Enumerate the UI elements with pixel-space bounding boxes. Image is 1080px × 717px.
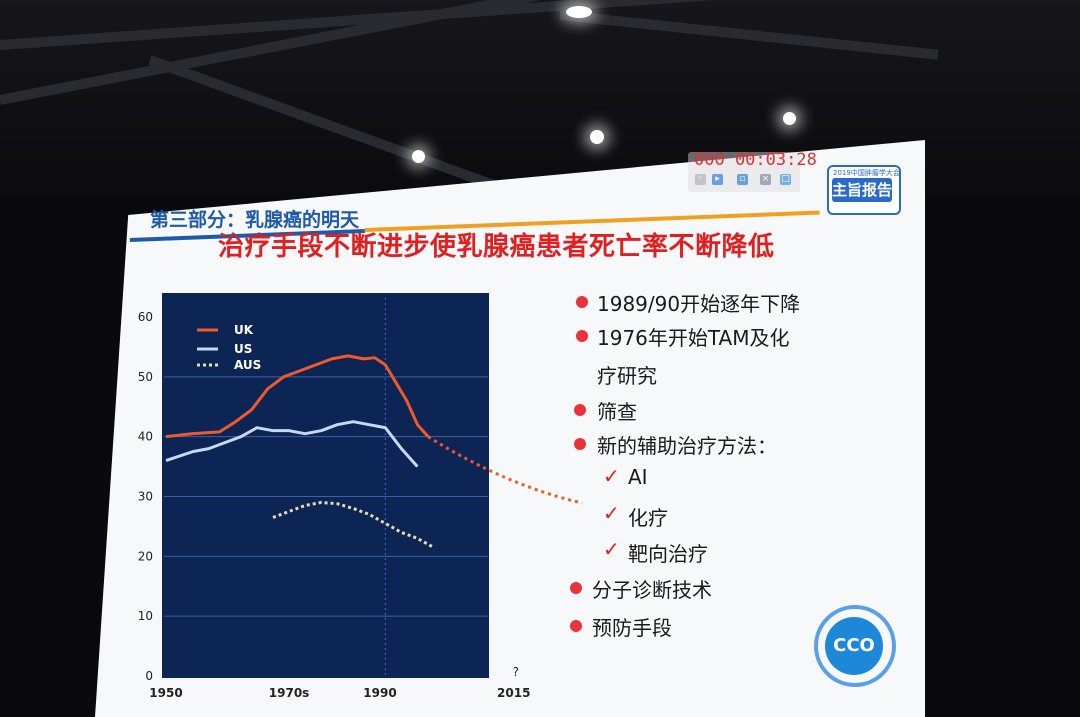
y-tick-label: 20: [138, 549, 153, 563]
bullet-dot: [570, 582, 582, 594]
bullet-text: 分子诊断技术: [592, 578, 712, 602]
bullet-text: 疗研究: [597, 364, 657, 388]
slide-headline: 治疗手段不断进步使乳腺癌患者死亡率不断降低: [218, 232, 775, 262]
cco-logo-ring: [814, 605, 896, 687]
legend-label-uk: UK: [234, 323, 254, 337]
bullet-dot: [570, 620, 582, 632]
bullet-text: AI: [628, 465, 648, 489]
settings-icon[interactable]: □: [780, 174, 791, 185]
bullet-dot: [576, 330, 588, 342]
x-tick-label: 1970s: [269, 686, 310, 700]
stage-light: [412, 150, 425, 163]
chart-background-panel: [162, 293, 489, 678]
section-title: 第三部分：乳腺癌的明天: [150, 209, 360, 231]
checkmark-icon: ✓: [603, 464, 620, 488]
bullet-text: 靶向治疗: [628, 542, 708, 566]
bullet-text: 1976年开始TAM及化: [597, 326, 790, 350]
checkmark-icon: ✓: [603, 537, 620, 561]
x-tick-label: 1990: [363, 686, 396, 700]
bullet-text: 预防手段: [592, 616, 672, 640]
cco-logo: CCO: [825, 617, 883, 675]
bullet-text: 新的辅助治疗方法：: [597, 434, 777, 458]
legend-label-aus: AUS: [234, 358, 261, 372]
series-line-uk: [165, 354, 430, 439]
y-tick-label: 30: [138, 490, 153, 504]
stage-light: [783, 112, 796, 125]
bullet-dot: [576, 296, 588, 308]
legend-label-us: US: [234, 342, 252, 356]
y-tick-label: 0: [145, 669, 153, 683]
y-tick-label: 40: [138, 430, 153, 444]
pause-icon[interactable]: ◦: [695, 174, 706, 185]
y-tick-label: 50: [138, 370, 153, 384]
x-tick-label: 2015: [497, 686, 530, 700]
y-tick-label: 60: [138, 310, 153, 324]
presentation-timer: 000 00:03:28: [694, 150, 817, 170]
badge-caption: 2019中国肿瘤学大会: [833, 169, 900, 177]
bullet-dot: [574, 438, 586, 450]
bullet-text: 筛查: [597, 400, 637, 424]
bullet-dot: [574, 404, 586, 416]
y-tick-label: 10: [138, 609, 153, 623]
x-tick-label: 1950: [149, 686, 182, 700]
badge-label: 主旨报告: [832, 178, 892, 202]
series-line-aus: [272, 500, 435, 549]
stage-light: [590, 130, 604, 144]
window-icon[interactable]: ▫: [737, 174, 748, 185]
close-icon[interactable]: ×: [760, 174, 771, 185]
bullet-text: 化疗: [628, 506, 668, 530]
play-icon[interactable]: ▸: [712, 174, 723, 185]
timer-panel: [688, 152, 800, 192]
series-line-us: [165, 420, 419, 468]
bullet-text: 1989/90开始逐年下降: [597, 292, 801, 316]
checkmark-icon: ✓: [603, 501, 620, 525]
uk-projection-line: [427, 435, 583, 505]
stage-light: [566, 6, 592, 18]
question-mark-label: ?: [513, 665, 519, 679]
